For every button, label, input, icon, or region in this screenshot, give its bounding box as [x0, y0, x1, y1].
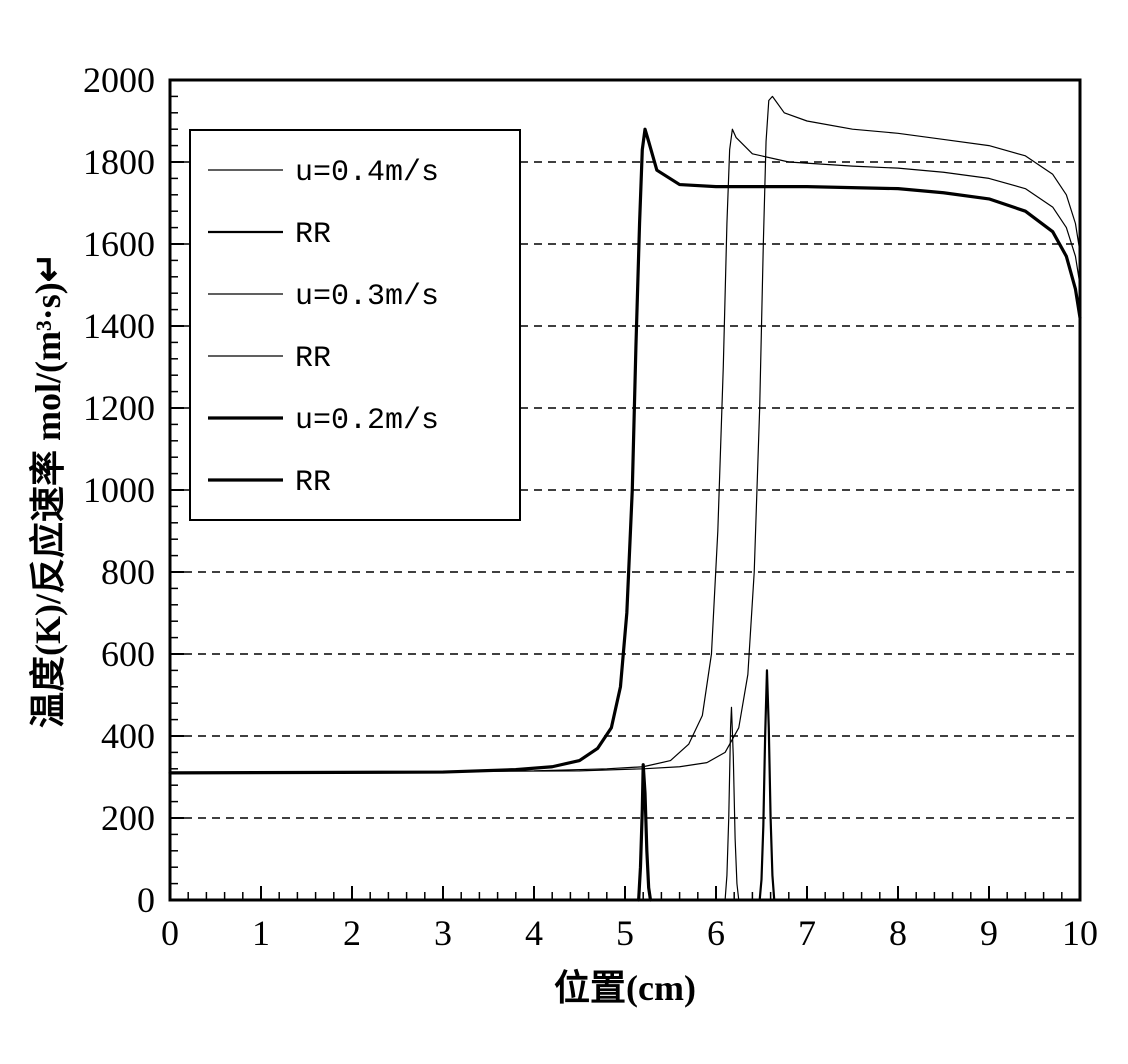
line-chart: 0 1 2 3 4 5 6 7 8 9 10 0 200 400 600 800 1000 1200 1400 160…	[20, 20, 1108, 1044]
x-axis-label: 位置(cm)	[554, 968, 696, 1008]
xtick-label: 4	[525, 913, 543, 953]
legend-label: RR	[295, 342, 331, 376]
ytick-label: 400	[101, 716, 155, 756]
ytick-label: 1200	[83, 388, 155, 428]
ytick-label: 1400	[83, 306, 155, 346]
xtick-label: 10	[1062, 913, 1098, 953]
chart-container: 0 1 2 3 4 5 6 7 8 9 10 0 200 400 600 800 1000 1200 1400 160…	[20, 20, 1108, 1044]
legend-label: u=0.4m/s	[295, 156, 439, 190]
xtick-label: 3	[434, 913, 452, 953]
legend-label: u=0.2m/s	[295, 404, 439, 438]
xtick-label: 7	[798, 913, 816, 953]
xtick-label: 5	[616, 913, 634, 953]
xtick-label: 1	[252, 913, 270, 953]
ytick-label: 2000	[83, 60, 155, 100]
xtick-label: 2	[343, 913, 361, 953]
ytick-label: 200	[101, 798, 155, 838]
ytick-label: 1600	[83, 224, 155, 264]
legend-label: RR	[295, 466, 331, 500]
ytick-label: 0	[137, 880, 155, 920]
ytick-label: 800	[101, 552, 155, 592]
ytick-label: 1800	[83, 142, 155, 182]
ytick-label: 1000	[83, 470, 155, 510]
y-axis-label: 温度(K)/反应速率 mol/(m³·s)↵	[28, 252, 68, 728]
xtick-label: 6	[707, 913, 725, 953]
legend-label: u=0.3m/s	[295, 280, 439, 314]
xtick-label: 0	[161, 913, 179, 953]
xtick-label: 9	[980, 913, 998, 953]
ytick-label: 600	[101, 634, 155, 674]
legend-label: RR	[295, 218, 331, 252]
xtick-label: 8	[889, 913, 907, 953]
